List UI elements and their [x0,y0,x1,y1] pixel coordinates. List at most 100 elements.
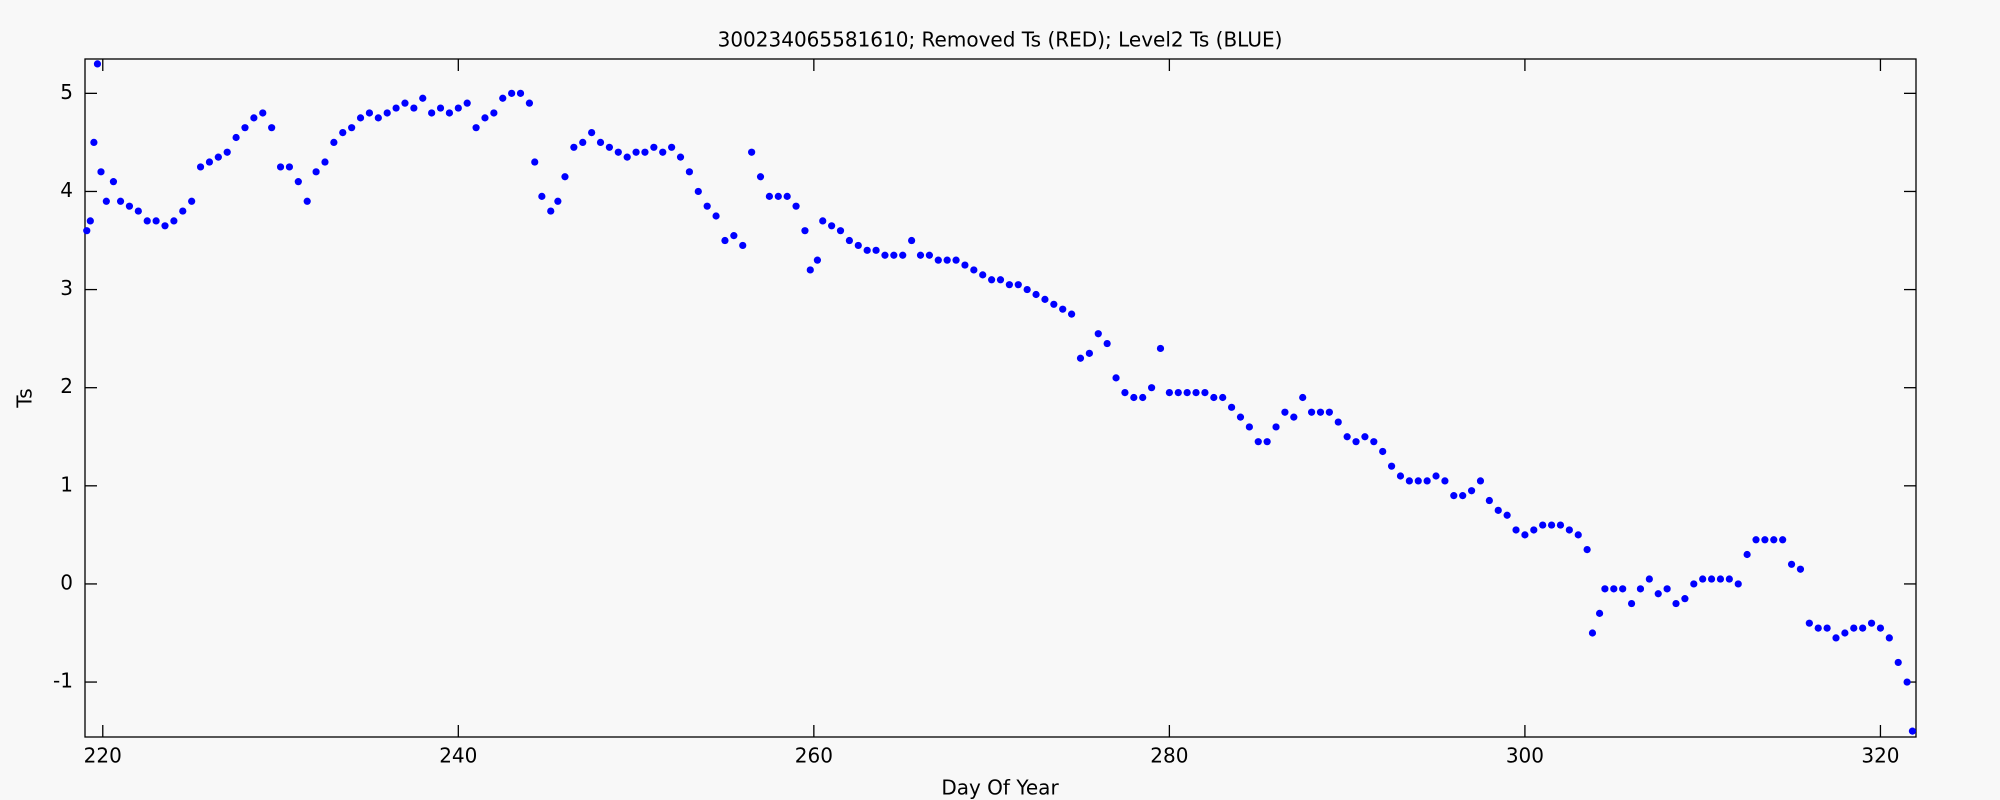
data-point [988,276,996,284]
data-point [730,232,738,240]
data-point [1761,536,1769,544]
data-point [1139,393,1147,402]
data-point [588,128,596,137]
data-point [1450,492,1458,500]
data-point [276,163,285,171]
data-point [525,99,534,107]
data-point [214,153,222,161]
data-point [813,256,822,264]
data-point [1725,575,1733,583]
data-point [828,222,836,230]
data-point [1601,585,1609,593]
data-point [1459,492,1467,500]
data-point [205,158,214,166]
data-point [419,94,427,102]
data-point [1227,403,1236,411]
data-point [241,124,249,132]
data-point [196,163,205,171]
data-point [1547,521,1556,529]
data-point [472,124,480,132]
data-point [1588,629,1597,637]
data-point [143,217,151,225]
chart-title: 300234065581610; Removed Ts (RED); Level… [718,28,1283,52]
data-point [1512,526,1520,534]
data-point [1476,477,1485,485]
data-point [561,173,569,181]
data-point [872,246,880,254]
data-point [1885,634,1893,642]
data-point [330,138,338,147]
data-point [1636,585,1645,593]
data-point [1396,472,1405,480]
data-point [1867,619,1876,627]
data-point [321,158,329,166]
data-point [1041,295,1049,303]
data-point [1690,580,1698,588]
data-point [1743,550,1751,559]
data-point [925,251,933,259]
data-point [1583,545,1591,554]
data-point [952,256,960,264]
data-point [659,148,667,156]
data-point [1156,344,1165,353]
data-point [1334,418,1342,426]
y-tick-label: -1 [53,669,73,693]
y-tick-label: 5 [60,80,73,104]
data-point [1361,433,1369,441]
data-point [1423,477,1431,485]
data-point [1085,349,1093,357]
data-point [1219,393,1227,402]
data-point [285,163,294,171]
y-tick-label: 2 [60,374,73,398]
data-point [86,217,94,225]
data-point [836,227,845,235]
data-point [1752,536,1760,544]
data-point [1352,438,1360,446]
data-point [223,148,231,156]
data-point [1121,389,1129,397]
data-point [1432,472,1440,480]
data-point [854,241,862,250]
x-tick-label: 300 [1506,744,1544,768]
data-point [268,124,276,132]
data-point [970,266,978,274]
data-point [1059,305,1067,313]
data-point [1307,408,1316,416]
data-point [685,168,694,176]
y-tick-label: 0 [60,570,73,594]
data-point [1796,565,1805,573]
x-tick-label: 260 [795,744,833,768]
data-point [1814,624,1822,632]
y-tick-label: 1 [60,472,73,496]
data-point [1619,585,1627,593]
data-point [748,148,756,156]
data-point [365,109,374,117]
data-point [1103,339,1111,348]
data-point [632,148,640,156]
data-point [93,60,102,68]
data-point [232,133,240,142]
data-point [1272,423,1280,431]
data-point [890,251,898,259]
data-point [1595,609,1604,617]
data-point [899,251,907,259]
data-point [1485,496,1493,505]
data-point [943,256,951,264]
data-point [547,207,555,215]
data-point [623,153,631,161]
y-tick-label: 3 [60,276,73,300]
data-point [1770,536,1778,544]
data-point [1023,285,1031,294]
data-point [1787,560,1796,568]
x-tick-label: 320 [1861,744,1899,768]
data-point [1805,619,1813,627]
data-point [250,114,258,122]
data-point [579,138,587,147]
data-point [294,178,302,186]
data-point [1379,447,1387,456]
data-point [1707,575,1716,583]
data-point [1441,477,1449,485]
data-point [1192,389,1200,397]
